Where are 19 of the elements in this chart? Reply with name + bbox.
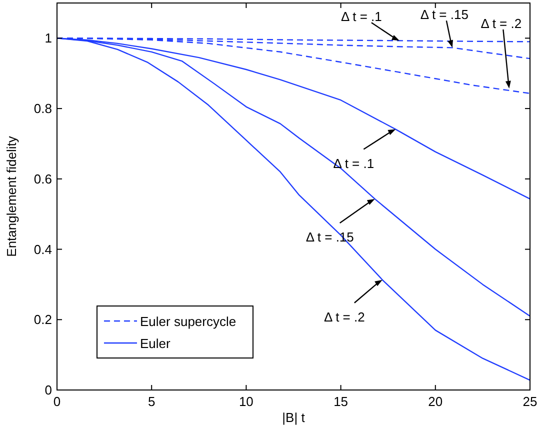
legend-label: Euler <box>140 336 172 351</box>
legend-label: Euler supercycle <box>140 314 236 329</box>
y-tick-label: 0 <box>44 382 52 398</box>
annotation: Δ t = .1 <box>341 9 382 24</box>
x-axis-title: |B| t <box>282 410 306 425</box>
y-tick-label: 0.6 <box>34 171 52 186</box>
x-tick-label: 5 <box>148 394 156 409</box>
y-tick-label: 0.2 <box>34 312 52 328</box>
x-tick-label: 20 <box>428 394 443 409</box>
y-axis-title: Entanglement fidelity <box>4 136 19 257</box>
y-tick-label: 0.8 <box>34 101 52 116</box>
y-tick-label: 0.4 <box>34 242 52 257</box>
x-tick-label: 25 <box>522 394 538 409</box>
annotation: Δ t = .2 <box>324 309 365 324</box>
annotation: Δ t = .15 <box>420 7 468 22</box>
annotation: Δ t = .2 <box>480 16 522 31</box>
x-tick-label: 15 <box>334 394 348 409</box>
y-tick-label: 1 <box>44 30 52 46</box>
x-tick-label: 10 <box>238 394 254 409</box>
